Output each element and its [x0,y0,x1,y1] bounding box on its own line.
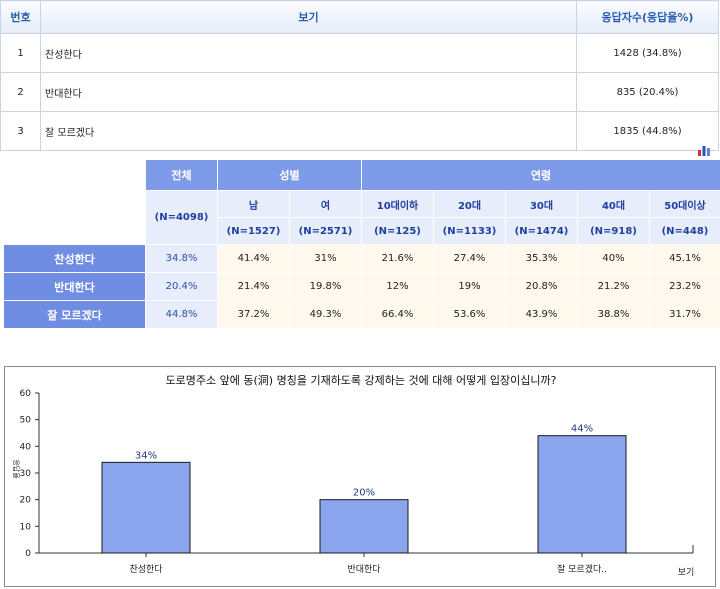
cell-total: 44.8% [145,300,218,329]
cell: 27.4% [433,244,506,273]
response-table-header: 번호 보기 응답자수(응답율%) [0,0,719,34]
bar [537,435,627,554]
col-header-age-30: 30대 [505,190,578,218]
header-option: 보기 [40,0,577,34]
age-group-header: 연령 [361,159,720,191]
total-n: (N=4098) [145,190,218,245]
x-tick-label: 찬성한다 [129,564,163,575]
n-age-50: (N=448) [649,217,720,245]
cross-table: 전체 성별 연령 (N=4098) 남 여 10대이하 20대 30대 40대 … [3,159,720,329]
n-age-10: (N=125) [361,217,434,245]
col-header-age-10: 10대이하 [361,190,434,218]
header-number: 번호 [0,0,41,34]
row-label-disagree: 반대한다 [3,272,146,301]
n-age-30: (N=1474) [505,217,578,245]
bar [319,499,409,554]
x-axis-label: 보기 [678,567,695,578]
chart-title: 도로명주소 앞에 동(洞) 명칭을 기재하도록 강제하는 것에 대해 어떻게 입… [166,373,557,387]
bar-value-label: 44% [571,424,593,435]
n-female: (N=2571) [289,217,362,245]
col-header-age-20: 20대 [433,190,506,218]
cell: 31% [289,244,362,273]
response-table: 번호 보기 응답자수(응답율%) 1 찬성한다 1428 (34.8%) 2 반… [0,0,719,151]
cell: 53.6% [433,300,506,329]
y-tick-label: 10 [20,522,32,532]
row-number: 2 [0,72,41,112]
y-tick-label: 50 [20,416,32,426]
row-count: 1835 (44.8%) [576,111,719,151]
cell-total: 20.4% [145,272,218,301]
y-tick-label: 20 [20,496,32,506]
header-count: 응답자수(응답율%) [576,0,719,34]
bar-value-label: 20% [353,488,375,499]
table-row: 2 반대한다 835 (20.4%) [0,72,719,112]
table-row: 3 잘 모르겠다 1835 (44.8%) [0,111,719,151]
cell: 43.9% [505,300,578,329]
cell: 38.8% [577,300,650,329]
cell: 49.3% [289,300,362,329]
x-tick-label: 잘 모르겠다.. [557,563,607,575]
cell: 35.3% [505,244,578,273]
blank-cell [3,159,146,245]
gender-group-header: 성별 [217,159,362,191]
cell-total: 34.8% [145,244,218,273]
cell: 41.4% [217,244,290,273]
chart-canvas: 도로명주소 앞에 동(洞) 명칭을 기재하도록 강제하는 것에 대해 어떻게 입… [12,373,695,578]
y-axis-label: 응답율 [12,459,21,479]
col-header-female: 여 [289,190,362,218]
cell: 21.2% [577,272,650,301]
total-header: 전체 [145,159,218,191]
row-option: 찬성한다 [40,33,577,73]
row-option: 반대한다 [40,72,577,112]
cell: 37.2% [217,300,290,329]
cell: 66.4% [361,300,434,329]
row-label-agree: 찬성한다 [3,244,146,273]
y-tick-label: 60 [20,389,32,399]
cell: 20.8% [505,272,578,301]
x-tick-label: 반대한다 [347,564,381,575]
cell: 45.1% [649,244,720,273]
cell: 19.8% [289,272,362,301]
row-number: 1 [0,33,41,73]
col-header-male: 남 [217,190,290,218]
bar-chart: 도로명주소 앞에 동(洞) 명칭을 기재하도록 강제하는 것에 대해 어떻게 입… [4,366,716,587]
row-number: 3 [0,111,41,151]
cell: 31.7% [649,300,720,329]
table-row: 1 찬성한다 1428 (34.8%) [0,33,719,73]
row-label-unsure: 잘 모르겠다 [3,300,146,329]
col-header-age-50: 50대이상 [649,190,720,218]
bar [101,461,191,554]
cell: 19% [433,272,506,301]
row-count: 1428 (34.8%) [576,33,719,73]
n-male: (N=1527) [217,217,290,245]
row-count: 835 (20.4%) [576,72,719,112]
cell: 23.2% [649,272,720,301]
cell: 12% [361,272,434,301]
table-row: 반대한다 20.4% 21.4% 19.8% 12% 19% 20.8% 21.… [3,272,720,301]
cell: 21.6% [361,244,434,273]
n-age-20: (N=1133) [433,217,506,245]
y-tick-label: 40 [20,442,32,452]
n-age-40: (N=918) [577,217,650,245]
y-tick-label: 0 [25,549,31,559]
cell: 40% [577,244,650,273]
y-tick-label: 30 [20,469,32,479]
table-row: 찬성한다 34.8% 41.4% 31% 21.6% 27.4% 35.3% 4… [3,244,720,273]
bar-chart-icon[interactable] [697,144,711,156]
row-option: 잘 모르겠다 [40,111,577,151]
col-header-age-40: 40대 [577,190,650,218]
bar-value-label: 34% [135,450,157,461]
cell: 21.4% [217,272,290,301]
table-row: 잘 모르겠다 44.8% 37.2% 49.3% 66.4% 53.6% 43.… [3,300,720,329]
